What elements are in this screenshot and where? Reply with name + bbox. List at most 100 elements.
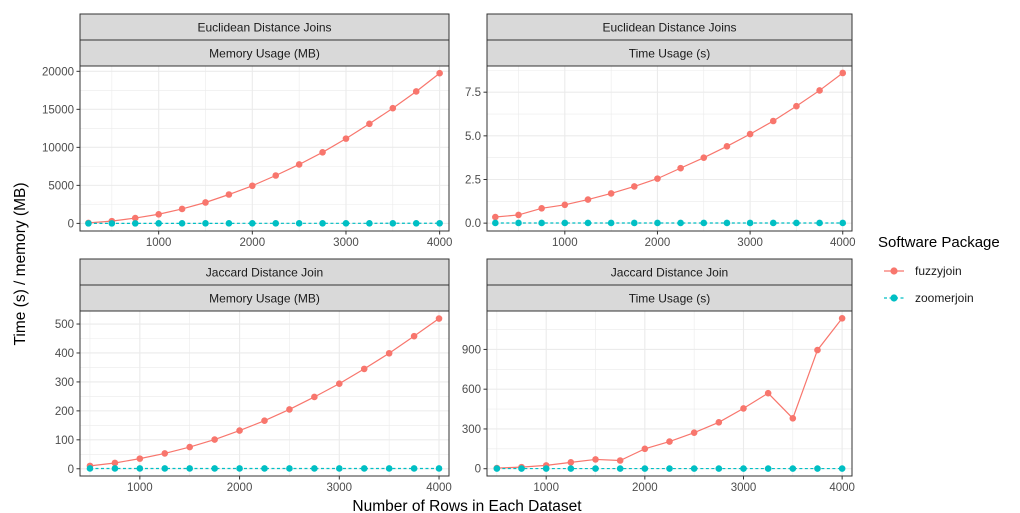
data-point-zoomerjoin (654, 219, 661, 227)
x-axis-title: Number of Rows in Each Dataset (352, 498, 582, 513)
data-point-zoomerjoin (493, 465, 501, 472)
data-point-zoomerjoin (412, 219, 420, 227)
data-point-fuzzyjoin (838, 314, 846, 322)
data-point-fuzzyjoin (385, 349, 393, 357)
strip-top-label: Euclidean Distance Joins (197, 21, 331, 35)
x-tick-label: 3000 (737, 237, 763, 249)
data-point-fuzzyjoin (186, 443, 194, 451)
data-point-fuzzyjoin (342, 135, 350, 142)
data-point-zoomerjoin (161, 465, 169, 472)
data-point-fuzzyjoin (690, 429, 698, 436)
y-tick-label: 0 (68, 218, 74, 230)
facet-panel-4: Jaccard Distance Join Time Usage (s) 1000 2… (462, 258, 855, 494)
data-point-zoomerjoin (225, 220, 233, 227)
data-point-fuzzyjoin (249, 182, 256, 190)
data-point-fuzzyjoin (769, 117, 777, 125)
data-point-zoomerjoin (385, 465, 393, 472)
strip-top-label: Jaccard Distance Join (611, 266, 728, 280)
data-point-zoomerjoin (838, 465, 846, 472)
data-point-fuzzyjoin (136, 455, 144, 462)
y-tick-label: 5.0 (465, 131, 481, 143)
data-point-fuzzyjoin (412, 88, 420, 95)
data-point-zoomerjoin (295, 220, 303, 227)
data-point-fuzzyjoin (225, 191, 233, 198)
x-tick-label: 3000 (333, 237, 359, 249)
data-point-zoomerjoin (342, 219, 350, 227)
x-tick-label: 2000 (645, 237, 671, 249)
strip-bottom-label: Memory Usage (MB) (209, 292, 320, 306)
facet-panel-3: Jaccard Distance Join Memory Usage (MB) 10… (55, 258, 452, 494)
data-point-fuzzyjoin (311, 393, 318, 401)
data-point-fuzzyjoin (740, 405, 747, 412)
series-line-fuzzyjoin (495, 72, 844, 218)
plot-background (487, 66, 852, 231)
data-point-zoomerjoin (492, 219, 499, 227)
y-tick-label: 900 (462, 344, 481, 356)
strip-bottom-label: Memory Usage (MB) (209, 47, 320, 61)
data-point-fuzzyjoin (607, 190, 615, 197)
data-point-fuzzyjoin (295, 161, 303, 168)
data-point-zoomerjoin (518, 465, 525, 472)
data-point-zoomerjoin (616, 465, 624, 472)
legend-title: Software Package (878, 234, 1000, 251)
facet-panel-1: Euclidean Distance Joins Memory Usage (MB… (42, 13, 452, 249)
data-point-fuzzyjoin (666, 438, 673, 445)
data-point-fuzzyjoin (584, 196, 592, 203)
data-point-fuzzyjoin (202, 199, 209, 206)
data-point-zoomerjoin (584, 219, 592, 227)
y-tick-label: 15000 (42, 104, 74, 116)
data-point-fuzzyjoin (723, 143, 731, 150)
data-point-zoomerjoin (789, 465, 797, 472)
data-point-fuzzyjoin (654, 175, 661, 182)
strip-top-background (486, 13, 853, 41)
data-point-zoomerjoin (178, 220, 186, 227)
y-tick-label: 2.5 (465, 174, 481, 186)
data-point-fuzzyjoin (131, 214, 139, 222)
x-tick-label: 1000 (146, 237, 172, 249)
data-point-fuzzyjoin (789, 415, 797, 422)
y-tick-label: 0 (475, 464, 481, 476)
data-point-zoomerjoin (793, 219, 800, 227)
data-point-fuzzyjoin (592, 456, 599, 463)
x-tick-label: 4000 (830, 237, 856, 249)
x-tick-label: 3000 (327, 482, 353, 494)
plot-background (487, 311, 852, 476)
data-point-fuzzyjoin (567, 459, 575, 466)
data-point-zoomerjoin (360, 465, 368, 472)
data-point-fuzzyjoin (700, 154, 708, 161)
data-point-zoomerjoin (319, 220, 326, 227)
y-tick-label: 400 (55, 348, 74, 360)
data-point-zoomerjoin (261, 465, 268, 472)
data-point-fuzzyjoin (161, 450, 169, 457)
data-point-fuzzyjoin (492, 213, 499, 221)
data-point-fuzzyjoin (793, 102, 800, 110)
data-point-zoomerjoin (561, 219, 569, 227)
y-tick-label: 20000 (42, 66, 74, 78)
data-point-zoomerjoin (700, 219, 708, 227)
data-point-zoomerjoin (715, 465, 723, 472)
x-tick-label: 1000 (533, 482, 559, 494)
data-point-zoomerjoin (746, 219, 754, 227)
data-point-zoomerjoin (186, 465, 194, 472)
data-point-zoomerjoin (814, 465, 821, 472)
y-tick-label: 0.0 (465, 218, 481, 230)
data-point-zoomerjoin (202, 220, 209, 227)
data-point-zoomerjoin (86, 465, 94, 472)
data-point-zoomerjoin (630, 219, 638, 227)
y-tick-label: 300 (462, 424, 481, 436)
data-point-fuzzyjoin (816, 87, 823, 94)
strip-top-background (79, 258, 450, 286)
x-tick-label: 1000 (552, 237, 578, 249)
data-point-fuzzyjoin (538, 205, 545, 212)
y-tick-label: 0 (68, 464, 74, 476)
legend: Software Package fuzzyjoin zoomerjoin (878, 234, 1000, 305)
data-point-fuzzyjoin (435, 315, 443, 322)
y-tick-label: 5000 (48, 180, 74, 192)
y-tick-label: 600 (462, 384, 481, 396)
data-point-zoomerjoin (136, 465, 144, 472)
x-tick-label: 1000 (127, 482, 153, 494)
data-point-fuzzyjoin (178, 205, 186, 213)
data-point-fuzzyjoin (261, 417, 268, 425)
data-point-zoomerjoin (567, 465, 575, 472)
